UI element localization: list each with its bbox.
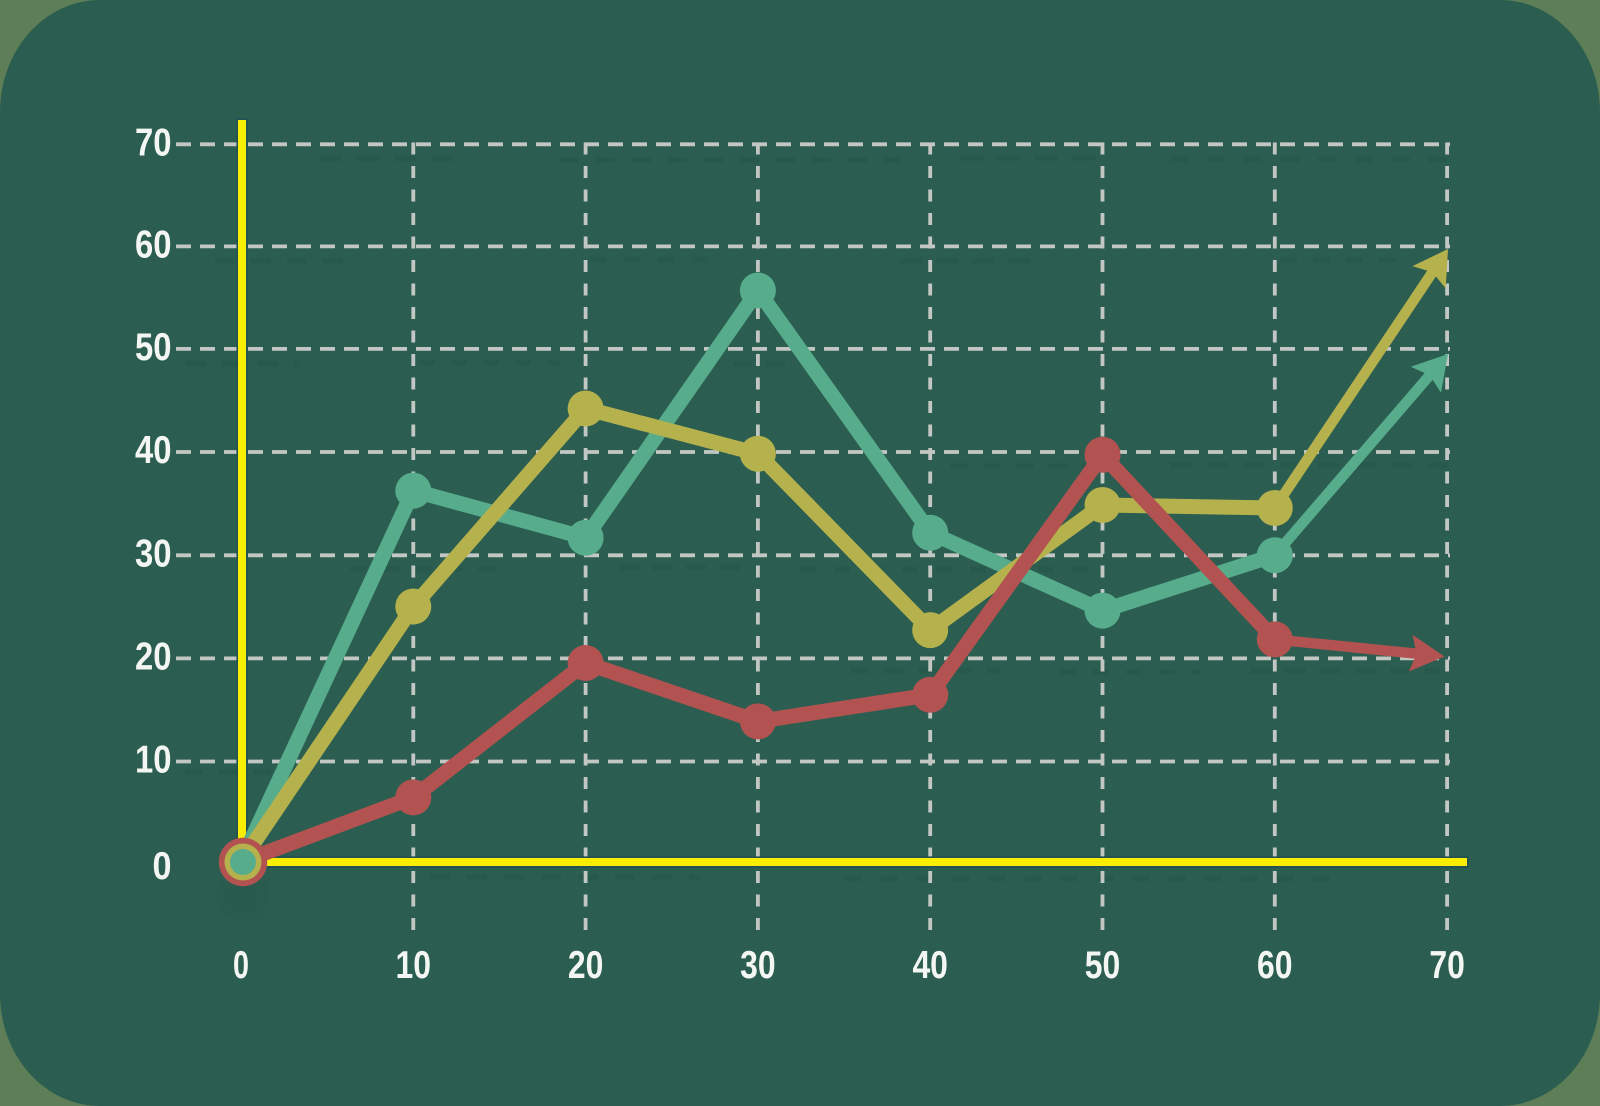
svg-text:20: 20 [135,635,172,678]
svg-text:0: 0 [233,944,249,987]
svg-text:50: 50 [1085,944,1121,987]
svg-text:0: 0 [153,845,172,888]
svg-text:10: 10 [135,739,172,782]
svg-text:70: 70 [135,121,172,164]
svg-text:30: 30 [740,944,776,987]
svg-text:20: 20 [568,944,604,987]
svg-text:50: 50 [135,326,172,369]
svg-text:60: 60 [1257,944,1293,987]
svg-text:30: 30 [135,532,172,575]
svg-text:70: 70 [1429,944,1465,987]
svg-text:60: 60 [135,223,172,266]
svg-text:40: 40 [135,429,172,472]
svg-text:40: 40 [912,944,948,987]
svg-text:10: 10 [396,944,432,987]
